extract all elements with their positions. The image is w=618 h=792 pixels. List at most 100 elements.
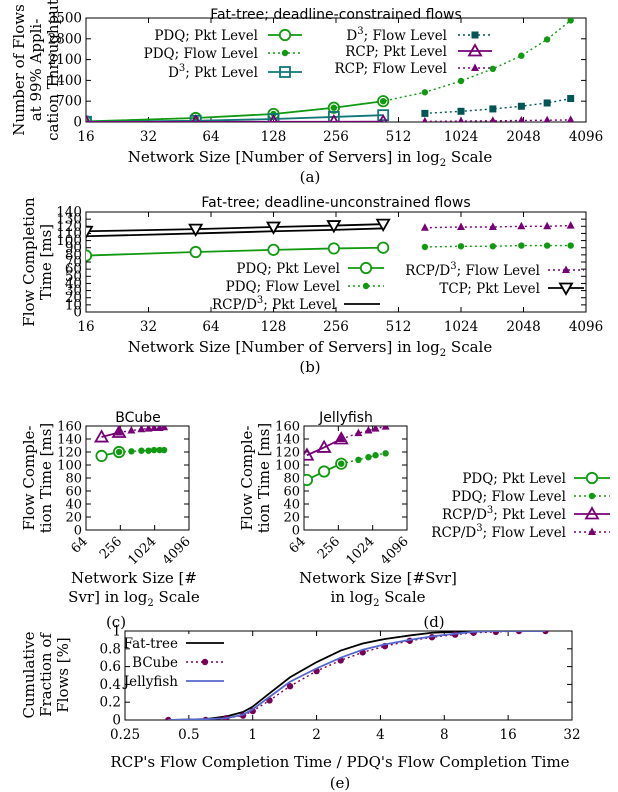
y-tick-label: 80 [283,472,300,487]
legend-label: RCP/D3; Flow Level [405,261,540,279]
x-tick-label: 16 [77,129,94,145]
x-tick-label: 4096 [569,319,603,335]
x-tick-label: 256 [315,534,343,562]
data-point [518,242,525,249]
data-point [420,223,429,231]
legend-label: TCP; Pkt Level [439,281,540,297]
y-tick-label: 30 [65,283,82,299]
data-point [372,452,379,459]
data-point [265,221,282,235]
x-tick-label: 1024 [444,129,478,145]
y-tick-label: 140 [56,205,82,221]
legend-swatch-marker [362,282,370,290]
y-tick-label: 20 [283,511,300,526]
y-tick-label: 0.8 [100,641,121,657]
y-tick-label: 1 [112,624,121,640]
data-point [160,446,168,454]
x-tick-label: 256 [323,129,349,145]
data-point [457,222,465,230]
data-point [457,243,465,250]
x-tick-label: 1024 [444,319,478,335]
data-point [378,113,388,122]
data-point [543,115,551,122]
panel-caption: (a) [300,168,321,186]
y-tick-label: 1400 [48,73,82,89]
y-axis-label-line: Flows [%] [54,637,72,713]
legend-swatch-marker [201,658,209,666]
data-point [381,426,390,430]
y-tick-label: 70 [65,255,82,271]
y-tick-label: 0 [73,115,82,131]
data-point [517,221,526,230]
y-tick-label: 120 [275,446,300,461]
legend-label: PDQ; Flow Level [144,46,258,62]
y-tick-label: 90 [65,240,82,256]
series-layer [165,631,549,720]
y-tick-label: 50 [65,269,82,285]
x-tick-label: 0.25 [110,727,140,743]
data-point [567,115,575,122]
y-tick-label: 60 [65,262,82,278]
data-point [316,439,332,453]
y-tick-label: 160 [57,420,82,435]
x-tick-label: 512 [386,319,412,335]
x-tick-label: 1024 [343,534,377,568]
data-point [375,218,391,232]
y-tick-label: 3500 [48,11,82,27]
legend-label: RCP; Pkt Level [345,44,447,60]
data-point [111,426,127,438]
legend-swatch-marker [278,28,292,42]
data-point [329,113,339,122]
x-tick-label: 64 [202,319,219,335]
data-point [137,426,146,433]
series-line [341,452,386,465]
y-tick-label: 20 [65,511,82,526]
x-tick-label: 4 [376,727,385,743]
data-point [286,682,294,690]
legend-label: D3; Flow Level [346,26,447,44]
x-tick-label: 256 [97,534,125,562]
legend-swatch-marker [584,506,600,520]
x-tick-label: 256 [323,319,349,335]
series-line [168,631,546,720]
legend-swatch-marker [562,265,570,273]
data-point [127,426,136,434]
legend-swatch-marker [467,43,483,57]
y-tick-label: 2100 [48,52,82,68]
legend-swatch-marker [281,49,289,57]
chart-title: Fat-tree; deadline-unconstrained flows [201,195,470,211]
x-tick-label: 128 [261,129,287,145]
y-tick-label: 40 [283,498,300,513]
y-axis-label-line: Flow Comple- [238,426,256,531]
y-axis-label-line: Flow Comple- [20,426,38,531]
data-point [304,473,314,487]
x-tick-label: 2048 [506,129,540,145]
data-point [489,116,496,122]
data-point [517,102,525,110]
data-point [518,52,525,59]
x-tick-label: 64 [287,534,309,556]
data-point [128,448,135,455]
data-point [330,104,338,111]
x-tick-label: 2048 [506,319,540,335]
x-axis-label: Network Size [# [71,569,197,587]
y-tick-label: 100 [57,459,82,474]
panel-caption: (b) [299,358,320,376]
y-axis-label-line: Cumulative [20,631,38,718]
data-point [567,95,575,103]
legend-swatch-marker [558,282,574,296]
data-point [489,105,497,113]
legend-label: RCP/D3; Pkt Level [442,505,566,523]
y-axis-label-line: at 99% Appli- [27,19,45,122]
plot-frame [303,425,408,531]
series-line [424,244,571,248]
data-point [377,241,390,254]
y-tick-label: 20 [65,290,82,306]
data-point [326,220,342,234]
data-point [268,114,279,122]
data-point [355,456,362,463]
y-tick-label: 100 [275,459,300,474]
y-axis-label-line: tion Time [ms] [255,423,273,534]
data-point [567,18,574,24]
